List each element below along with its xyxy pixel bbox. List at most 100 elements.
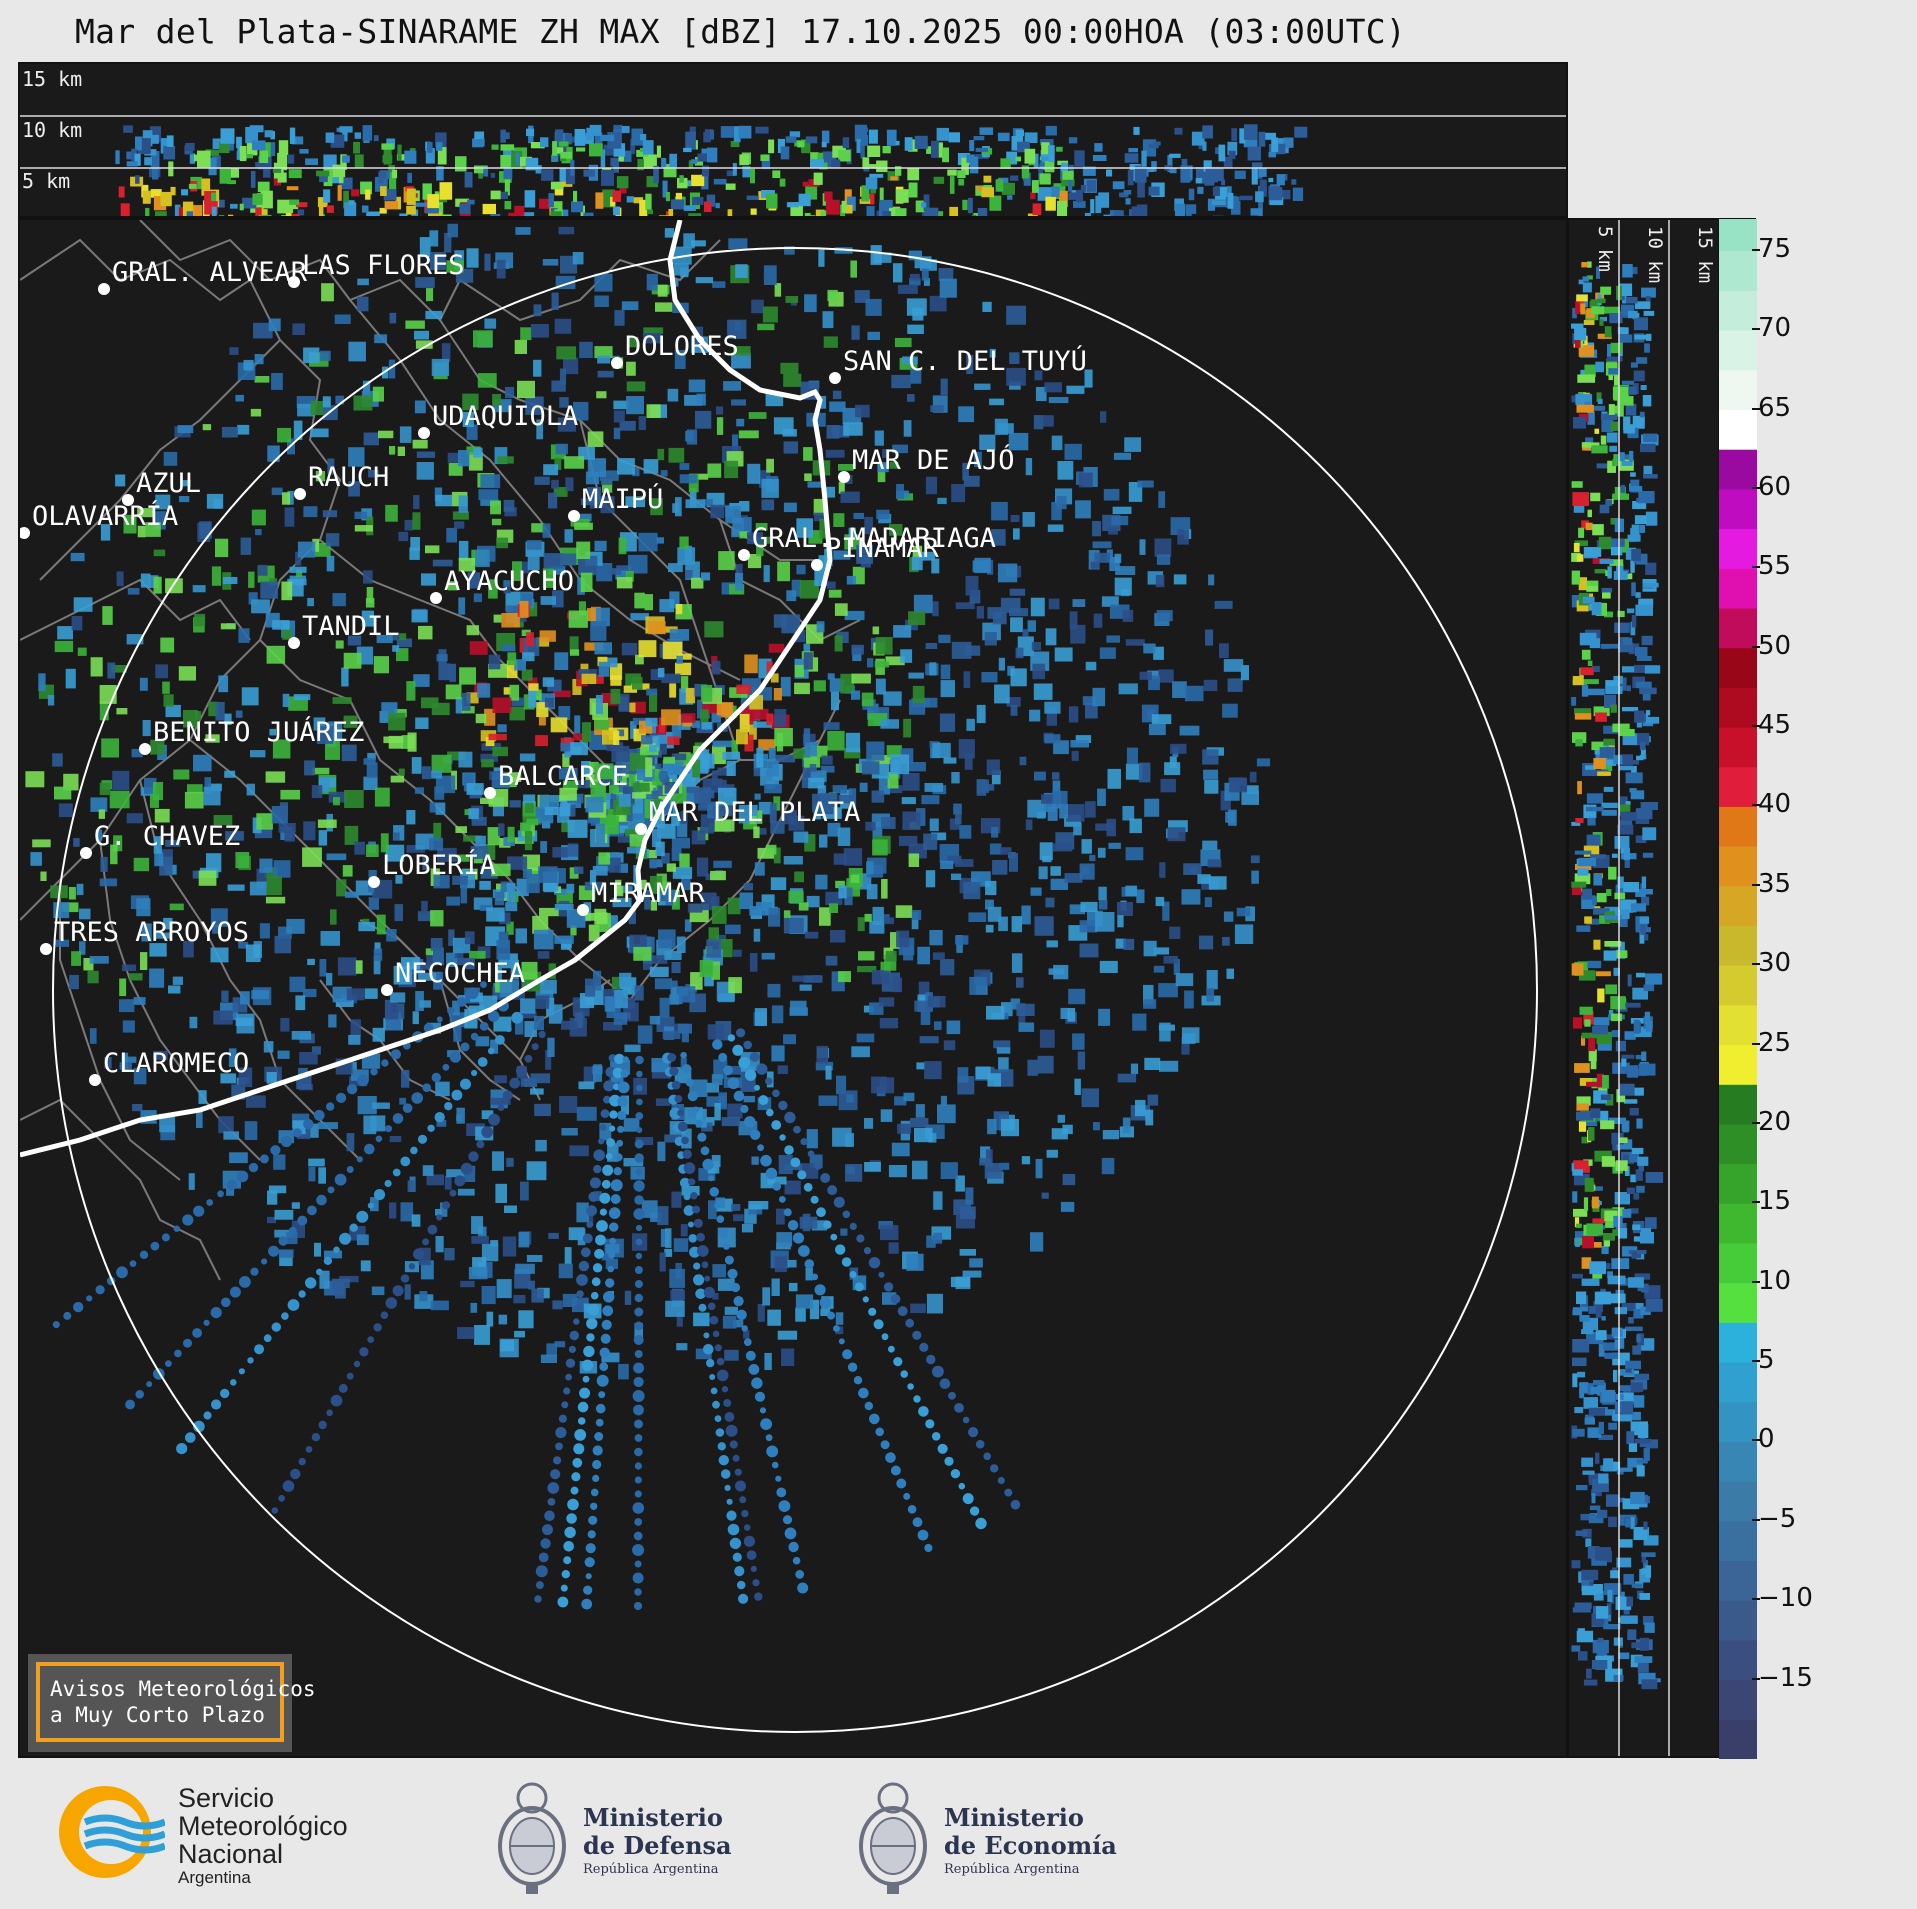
top-echo-cell bbox=[1258, 168, 1267, 177]
echo-cell bbox=[503, 499, 515, 512]
top-echo-cell bbox=[435, 132, 447, 148]
echo-cell bbox=[1203, 679, 1218, 692]
echo-cell bbox=[386, 929, 397, 942]
echo-spoke-cell bbox=[592, 1445, 603, 1456]
echo-cell bbox=[733, 1214, 744, 1222]
echo-cell bbox=[803, 652, 813, 670]
echo-cell bbox=[773, 796, 781, 811]
echo-cell bbox=[712, 281, 726, 288]
echo-spoke-cell bbox=[447, 1007, 455, 1015]
top-echo-cell bbox=[962, 199, 968, 211]
echo-cell bbox=[628, 774, 636, 791]
echo-spoke-cell bbox=[634, 1266, 643, 1274]
echo-spoke-cell bbox=[727, 1523, 740, 1536]
echo-cell bbox=[794, 682, 810, 695]
side-echo-cell bbox=[1600, 435, 1607, 445]
top-echo-cell bbox=[971, 214, 977, 216]
echo-cell bbox=[1184, 685, 1204, 702]
top-echo-cell bbox=[1051, 186, 1060, 197]
echo-cell bbox=[418, 625, 433, 640]
echo-cell bbox=[1137, 480, 1154, 488]
echo-cell bbox=[853, 512, 864, 519]
echo-cell bbox=[902, 356, 918, 365]
echo-cell bbox=[668, 563, 683, 573]
top-echo-cell bbox=[865, 177, 878, 190]
side-echo-cell bbox=[1602, 1233, 1615, 1241]
top-echo-cell bbox=[804, 213, 811, 216]
echo-cell bbox=[437, 847, 457, 862]
side-echo-cell bbox=[1620, 812, 1638, 821]
echo-cell bbox=[726, 760, 736, 776]
top-echo-cell bbox=[524, 190, 536, 208]
echo-cell bbox=[533, 929, 554, 950]
echo-cell bbox=[495, 1183, 507, 1203]
top-echo-cell bbox=[365, 189, 371, 200]
side-echo-cell bbox=[1643, 1521, 1648, 1530]
echo-spoke-cell bbox=[497, 1104, 505, 1111]
top-echo-cell bbox=[1203, 160, 1212, 172]
side-echo-cell bbox=[1609, 445, 1618, 452]
echo-cell bbox=[355, 960, 363, 974]
top-echo-cell bbox=[541, 169, 554, 181]
echo-spoke-cell bbox=[206, 1199, 214, 1206]
side-echo-cell bbox=[1643, 984, 1655, 992]
echo-spoke-cell bbox=[732, 1454, 740, 1462]
echo-spoke-cell bbox=[442, 1201, 451, 1210]
side-echo-cell bbox=[1633, 1019, 1640, 1034]
echo-cell bbox=[415, 717, 429, 729]
top-echo-cell bbox=[1006, 151, 1018, 165]
side-echo-cell bbox=[1634, 664, 1645, 673]
echo-cell bbox=[925, 643, 938, 649]
top-echo-cell bbox=[557, 209, 569, 216]
echo-cell bbox=[505, 386, 515, 399]
echo-spoke-cell bbox=[748, 1364, 760, 1375]
side-echo-cell bbox=[1607, 344, 1612, 358]
side-echo-cell bbox=[1576, 1111, 1594, 1121]
echo-cell bbox=[958, 739, 975, 759]
top-echo-cell bbox=[1212, 166, 1224, 182]
echo-cell bbox=[481, 1243, 499, 1262]
echo-cell bbox=[872, 821, 883, 842]
echo-cell bbox=[691, 830, 706, 845]
echo-spoke-cell bbox=[226, 1179, 237, 1191]
top-echo-cell bbox=[209, 149, 219, 157]
top-echo-cell bbox=[821, 141, 827, 148]
echo-cell bbox=[277, 1050, 290, 1059]
echo-cell bbox=[1043, 415, 1054, 427]
echo-cell bbox=[1208, 574, 1215, 586]
echo-cell bbox=[994, 684, 1010, 704]
side-echo-cell bbox=[1627, 1629, 1637, 1640]
top-echo-cell bbox=[1258, 131, 1266, 147]
echo-cell bbox=[792, 975, 806, 982]
side-echo-cell bbox=[1599, 319, 1604, 326]
echo-cell bbox=[931, 558, 940, 574]
echo-cell bbox=[749, 708, 769, 720]
echo-cell bbox=[504, 1205, 517, 1213]
echo-spoke-cell bbox=[600, 1333, 611, 1344]
echo-spoke-cell bbox=[590, 1291, 599, 1300]
side-echo-cell bbox=[1629, 1152, 1640, 1163]
top-echo-cell bbox=[362, 125, 373, 141]
echo-cell bbox=[1029, 709, 1041, 722]
echo-spoke-cell bbox=[771, 1461, 779, 1469]
echo-spoke-cell bbox=[683, 1193, 691, 1201]
colorbar-segment bbox=[1719, 1044, 1757, 1085]
side-echo-cell bbox=[1613, 1414, 1632, 1422]
echo-spoke-cell bbox=[948, 1391, 956, 1400]
echo-spoke-cell bbox=[139, 1250, 149, 1260]
echo-cell bbox=[245, 1095, 266, 1108]
echo-cell bbox=[880, 917, 895, 925]
side-echo-cell bbox=[1581, 1457, 1594, 1467]
top-echo-cell bbox=[201, 178, 211, 196]
echo-cell bbox=[632, 676, 643, 690]
side-echo-cell bbox=[1632, 987, 1648, 1000]
side-echo-cell bbox=[1639, 741, 1646, 751]
top-echo-cell bbox=[576, 147, 586, 152]
echo-cell bbox=[520, 1181, 529, 1201]
echo-cell bbox=[479, 880, 491, 890]
top-echo-cell bbox=[766, 193, 778, 209]
side-echo-cell bbox=[1612, 1229, 1622, 1236]
echo-cell bbox=[613, 400, 629, 410]
echo-cell bbox=[278, 1249, 294, 1258]
side-echo-cell bbox=[1572, 1017, 1583, 1029]
